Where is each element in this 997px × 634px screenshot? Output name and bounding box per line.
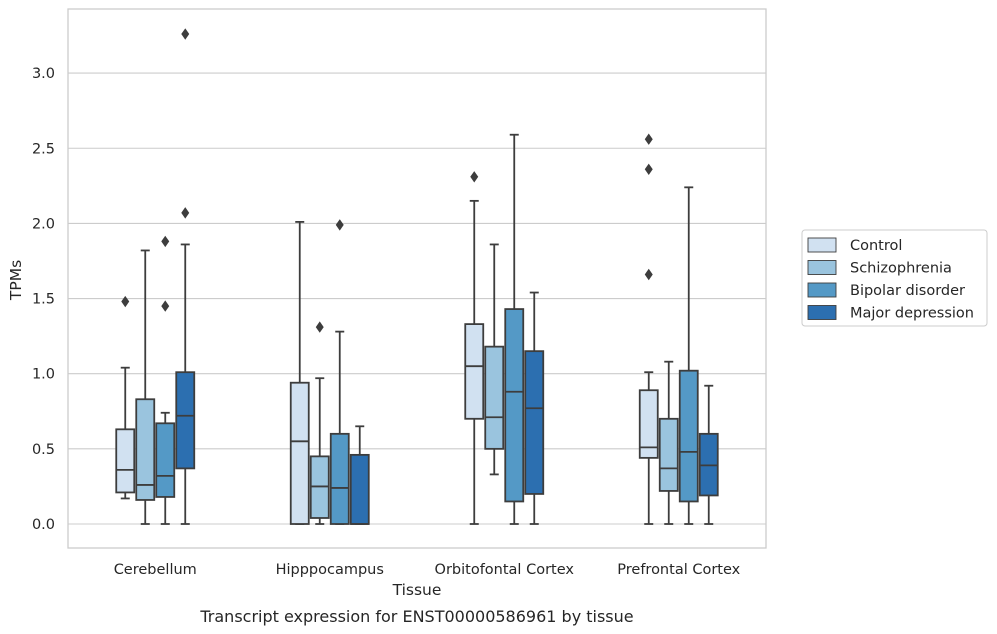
outlier-point [161, 300, 170, 312]
box-group [175, 28, 196, 525]
y-tick-label: 3.0 [32, 66, 55, 82]
legend-label: Major depression [850, 306, 974, 322]
x-tick-label: Prefrontal Cortex [617, 562, 740, 578]
legend-label: Schizophrenia [850, 261, 952, 277]
x-tick-label: Orbitofontal Cortex [435, 562, 575, 578]
box-group [464, 171, 485, 525]
outlier-point [181, 28, 190, 40]
y-axis-label: TPMs [7, 260, 25, 301]
box-iqr [524, 350, 545, 495]
legend-item: Bipolar disorder [807, 282, 965, 299]
y-tick-label: 1.0 [32, 367, 55, 383]
box-group [309, 321, 330, 525]
box-iqr [329, 432, 350, 525]
box-group [349, 425, 370, 525]
legend-swatch [807, 282, 837, 298]
box-group [638, 133, 659, 525]
outlier-point [644, 268, 653, 281]
y-tick-label: 2.0 [32, 216, 55, 232]
box-iqr [289, 381, 310, 525]
box-iqr [678, 369, 699, 503]
y-tick-label: 1.5 [32, 292, 55, 308]
outlier-point [644, 133, 653, 145]
x-axis-ticks: Cerebellum Hipppocampus Orbitofontal Corte… [114, 562, 741, 578]
box-iqr [638, 389, 659, 459]
legend: Control Schizophrenia Bipolar disorder Majo… [801, 229, 988, 327]
box-iqr [135, 398, 156, 501]
legend-label: Bipolar disorder [850, 283, 965, 299]
box-iqr [658, 417, 679, 492]
x-tick-label: Cerebellum [114, 562, 197, 578]
box-group [115, 295, 136, 500]
legend-item: Schizophrenia [807, 260, 952, 277]
box-group [698, 384, 719, 525]
legend-label: Control [850, 238, 902, 254]
plot-area [115, 28, 719, 525]
box-group [155, 235, 176, 525]
box-iqr [115, 428, 136, 494]
box-group [289, 220, 310, 525]
outlier-point [470, 171, 479, 183]
y-tick-label: 0.5 [32, 442, 55, 458]
box-iqr [175, 371, 196, 470]
box-group [135, 249, 156, 525]
box-group [484, 243, 505, 476]
plot-frame [67, 8, 767, 549]
outlier-point [121, 295, 130, 308]
x-tick-label: Hipppocampus [276, 562, 384, 578]
legend-swatch [807, 237, 837, 253]
y-tick-label: 2.5 [32, 141, 55, 157]
box-iqr [504, 308, 525, 503]
legend-item: Major depression [807, 305, 974, 322]
outlier-point [161, 235, 170, 248]
outlier-point [644, 163, 653, 175]
y-axis-ticks: 0.0 0.5 1.0 1.5 2.0 2.5 3.0 [32, 66, 55, 533]
box-iqr [349, 453, 370, 525]
outlier-point [335, 219, 344, 231]
chart-caption: Transcript expression for ENST0000058696… [199, 607, 633, 626]
box-iqr [464, 323, 485, 420]
legend-swatch [807, 260, 837, 275]
box-group [524, 291, 545, 525]
box-iqr [484, 345, 505, 450]
box-group [329, 219, 350, 525]
legend-item: Control [807, 237, 902, 254]
box-group [658, 360, 679, 525]
y-tick-label: 0.0 [32, 517, 55, 533]
legend-frame [801, 229, 988, 327]
outlier-point [315, 321, 324, 333]
outlier-point [181, 207, 190, 219]
box-group [504, 133, 525, 525]
box-iqr [155, 422, 176, 498]
legend-swatch [807, 305, 837, 320]
box-group [678, 186, 699, 525]
x-axis-label: Tissue [392, 581, 442, 599]
